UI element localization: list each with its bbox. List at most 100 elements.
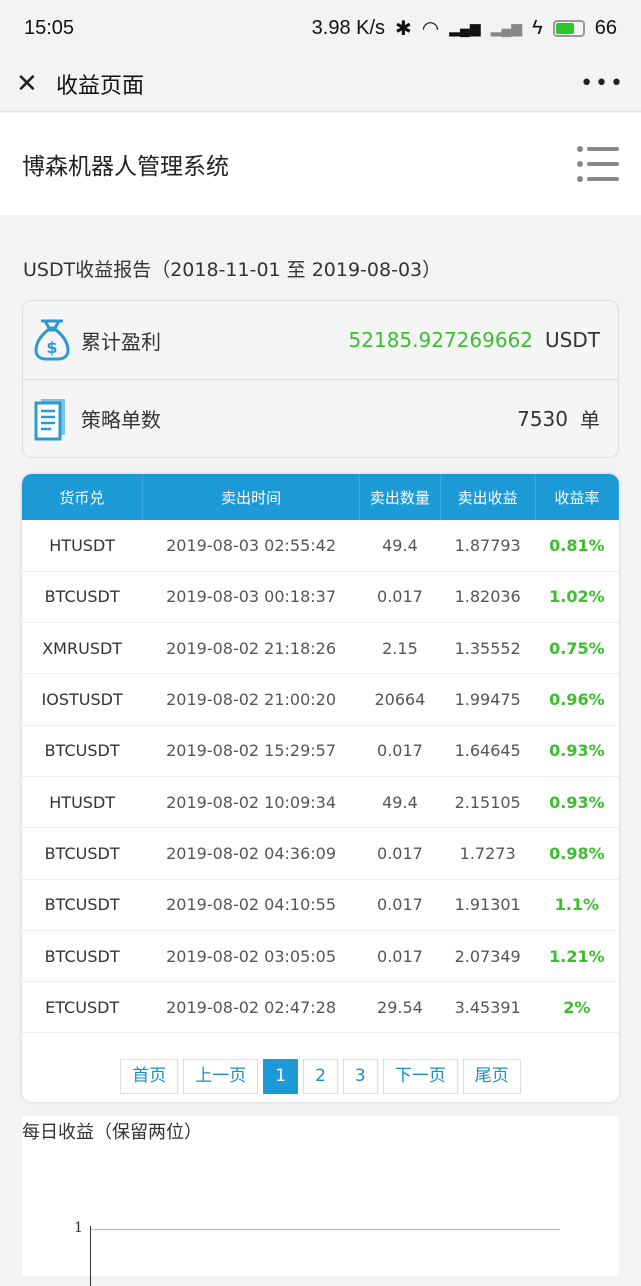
rate-cell: 1.21% [535, 930, 619, 983]
page-1-button[interactable]: 1 [263, 1059, 299, 1095]
svg-text:$: $ [46, 338, 57, 357]
column-header: 收益率 [535, 474, 619, 520]
quantity-cell: 49.4 [359, 520, 441, 572]
quantity-cell: 0.017 [359, 571, 441, 624]
profit-cell: 1.99475 [440, 673, 536, 726]
column-header: 卖出收益 [440, 474, 536, 520]
pair-cell: BTCUSDT [22, 930, 143, 983]
time-cell: 2019-08-03 02:55:42 [142, 520, 360, 572]
quantity-cell: 49.4 [359, 776, 441, 829]
app-header: 博森机器人管理系统 [0, 113, 641, 215]
orders-unit: 单 [580, 408, 600, 432]
rate-cell: 0.96% [535, 673, 619, 726]
pair-cell: BTCUSDT [22, 571, 143, 624]
pair-cell: BTCUSDT [22, 827, 143, 880]
page-3-button[interactable]: 3 [342, 1059, 378, 1095]
pair-cell: BTCUSDT [22, 879, 143, 931]
first-page-button[interactable]: 首页 [120, 1059, 179, 1095]
trades-table: 货币兑 卖出时间 卖出数量 卖出收益 收益率 HTUSDT 2019-08-03 02:5… [22, 474, 619, 1034]
rate-cell: 0.75% [535, 622, 619, 675]
pagination: 首页 上一页 1 2 3 下一页 尾页 [22, 1059, 619, 1095]
profit-cell: 1.87793 [440, 520, 536, 572]
time-cell: 2019-08-02 04:36:09 [142, 827, 360, 880]
rate-cell: 0.93% [535, 776, 619, 829]
page-2-button[interactable]: 2 [303, 1059, 338, 1095]
pair-cell: XMRUSDT [22, 622, 143, 675]
quantity-cell: 0.017 [359, 725, 441, 777]
last-page-button[interactable]: 尾页 [462, 1059, 521, 1095]
daily-profit-chart: 每日收益（保留两位） 1 [22, 1116, 619, 1286]
time-cell: 2019-08-02 21:18:26 [142, 622, 360, 675]
more-icon[interactable]: ••• [580, 71, 625, 96]
profit-cell: 2.15105 [440, 776, 536, 829]
profit-cell: 2.07349 [440, 930, 536, 983]
y-tick-label: 1 [74, 1220, 83, 1236]
profit-value: 52185.927269662 [348, 328, 534, 352]
pair-cell: ETCUSDT [22, 981, 143, 1034]
rate-cell: 0.98% [535, 827, 619, 880]
table-row: IOSTUSDT 2019-08-02 21:00:20 20664 1.99475 0… [22, 673, 619, 726]
quantity-cell: 2.15 [359, 622, 441, 675]
money-bag-icon: $ [34, 319, 70, 361]
table-row: HTUSDT 2019-08-03 02:55:42 49.4 1.87793 0.81… [22, 520, 619, 572]
wifi-icon: ◠ [421, 17, 440, 40]
chart-title: 每日收益（保留两位） [22, 1122, 202, 1143]
rate-cell: 1.02% [535, 571, 619, 624]
profit-cell: 1.91301 [440, 879, 536, 931]
nav-bar: ✕ 收益页面 ••• [0, 56, 641, 112]
time-cell: 2019-08-02 10:09:34 [142, 776, 360, 829]
signal-icon-2: ▂▄▆ [490, 19, 523, 36]
table-row: BTCUSDT 2019-08-02 03:05:05 0.017 2.07349 1.… [22, 930, 619, 983]
y-axis [90, 1226, 91, 1286]
page-title: 收益页面 [56, 73, 145, 99]
profit-unit: USDT [545, 328, 600, 352]
close-icon[interactable]: ✕ [16, 68, 38, 99]
rate-cell: 2% [535, 981, 619, 1034]
pair-cell: HTUSDT [22, 520, 143, 572]
profit-cell: 1.64645 [440, 725, 536, 777]
time-cell: 2019-08-03 00:18:37 [142, 571, 360, 624]
quantity-cell: 29.54 [359, 981, 441, 1034]
signal-icon: ▂▄▆ [449, 19, 481, 36]
profit-cell: 1.7273 [440, 827, 536, 880]
time-cell: 2019-08-02 15:29:57 [142, 725, 360, 777]
clock: 15:05 [24, 16, 75, 39]
charging-icon: ϟ [532, 16, 543, 39]
orders-label: 策略单数 [81, 408, 161, 432]
time-cell: 2019-08-02 03:05:05 [142, 930, 360, 983]
time-cell: 2019-08-02 21:00:20 [142, 673, 360, 726]
summary-card: $ 累计盈利 52185.927269662 USDT 策略单数 7530 单 [22, 300, 619, 458]
rate-cell: 0.93% [535, 725, 619, 777]
table-row: BTCUSDT 2019-08-02 04:10:55 0.017 1.91301 1.… [22, 879, 619, 931]
profit-row: $ 累计盈利 52185.927269662 USDT [23, 301, 618, 379]
rate-cell: 0.81% [535, 520, 619, 572]
quantity-cell: 0.017 [359, 827, 441, 880]
report-title: USDT收益报告（2018-11-01 至 2019-08-03） [23, 259, 442, 281]
network-speed: 3.98 K/s [311, 16, 386, 39]
table-row: BTCUSDT 2019-08-03 00:18:37 0.017 1.82036 1.… [22, 571, 619, 624]
prev-page-button[interactable]: 上一页 [183, 1059, 259, 1095]
quantity-cell: 0.017 [359, 930, 441, 983]
gridline [90, 1229, 560, 1230]
table-row: ETCUSDT 2019-08-02 02:47:28 29.54 3.45391 2% [22, 981, 619, 1034]
time-cell: 2019-08-02 04:10:55 [142, 879, 360, 931]
table-row: BTCUSDT 2019-08-02 04:36:09 0.017 1.7273 0.9… [22, 827, 619, 880]
column-header: 卖出数量 [359, 474, 441, 520]
battery-icon [552, 19, 585, 37]
orders-row: 策略单数 7530 单 [23, 379, 618, 457]
profit-cell: 1.82036 [440, 571, 536, 624]
column-header: 货币兑 [22, 474, 143, 520]
pair-cell: IOSTUSDT [22, 673, 143, 726]
profit-label: 累计盈利 [81, 329, 161, 354]
app-title: 博森机器人管理系统 [22, 154, 229, 180]
trades-card: 货币兑 卖出时间 卖出数量 卖出收益 收益率 HTUSDT 2019-08-03 02:5… [22, 474, 619, 1102]
table-row: XMRUSDT 2019-08-02 21:18:26 2.15 1.35552 0.7… [22, 622, 619, 675]
table-row: BTCUSDT 2019-08-02 15:29:57 0.017 1.64645 0.… [22, 725, 619, 777]
list-menu-icon[interactable] [577, 146, 619, 182]
orders-value: 7530 [517, 406, 568, 431]
next-page-button[interactable]: 下一页 [382, 1059, 458, 1095]
time-cell: 2019-08-02 02:47:28 [142, 981, 360, 1034]
bluetooth-icon: ✱ [395, 17, 412, 40]
rate-cell: 1.1% [535, 879, 619, 931]
column-header: 卖出时间 [142, 474, 361, 520]
